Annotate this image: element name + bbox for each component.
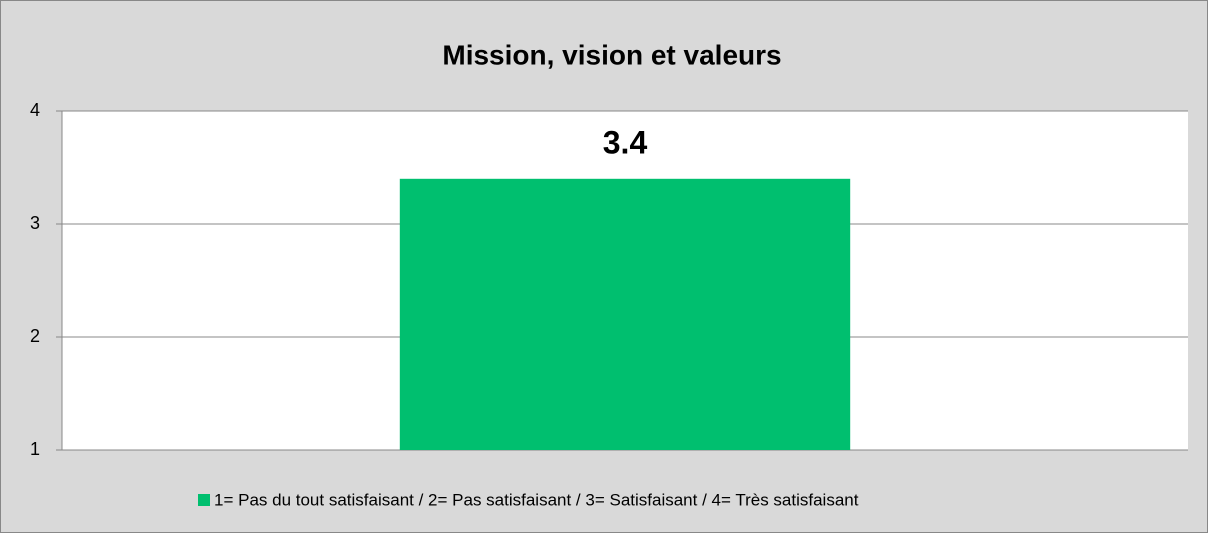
data-label: 3.4 bbox=[603, 124, 648, 160]
y-tick-label: 3 bbox=[30, 213, 40, 233]
legend-swatch bbox=[198, 494, 210, 506]
y-tick-label: 4 bbox=[30, 100, 40, 120]
y-tick-label: 1 bbox=[30, 439, 40, 459]
legend-label: 1= Pas du tout satisfaisant / 2= Pas sat… bbox=[214, 490, 859, 509]
chart-title: Mission, vision et valeurs bbox=[442, 39, 781, 70]
bar bbox=[399, 178, 851, 451]
y-tick-label: 2 bbox=[30, 326, 40, 346]
